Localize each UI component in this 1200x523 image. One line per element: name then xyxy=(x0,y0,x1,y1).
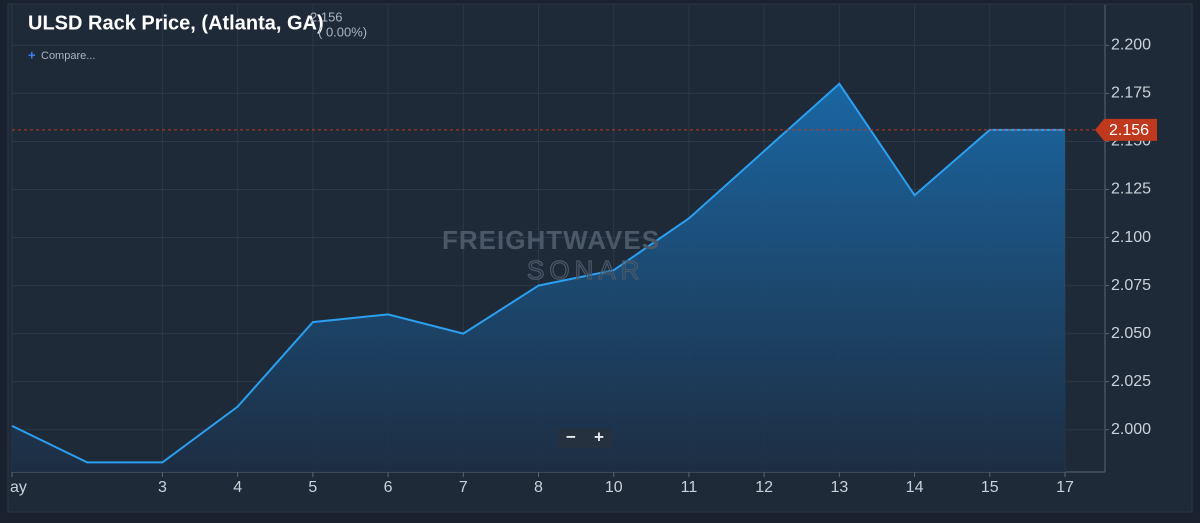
x-tick-label: 7 xyxy=(459,479,468,496)
x-tick-label: 11 xyxy=(681,479,698,496)
area xyxy=(12,83,1065,472)
x-tick-label: 15 xyxy=(981,479,999,496)
x-tick-label: 4 xyxy=(233,479,242,496)
compare-link[interactable]: Compare... xyxy=(41,50,95,62)
watermark: SONAR xyxy=(527,255,644,285)
change: ( 0.00%) xyxy=(318,24,367,39)
x-tick-label: 10 xyxy=(605,479,623,496)
last-value: 2.156 xyxy=(310,9,343,24)
x-tick-label: 17 xyxy=(1056,479,1074,496)
price-tag-label: 2.156 xyxy=(1109,122,1149,139)
zoom-out[interactable]: − xyxy=(566,427,576,446)
watermark: FREIGHTWAVES xyxy=(442,225,660,255)
chart-title: ULSD Rack Price, (Atlanta, GA) xyxy=(28,12,324,34)
x-tick-label: 5 xyxy=(308,479,317,496)
price-tag xyxy=(1095,118,1157,141)
y-tick-label: 2.075 xyxy=(1111,277,1151,294)
y-tick-label: 2.000 xyxy=(1111,421,1151,438)
x-tick-label: 8 xyxy=(534,479,543,496)
y-tick-label: 2.200 xyxy=(1111,37,1151,54)
zoom-in[interactable]: + xyxy=(594,427,604,446)
x-tick-label: 13 xyxy=(830,479,848,496)
y-tick-label: 2.175 xyxy=(1111,85,1151,102)
y-tick-label: 2.125 xyxy=(1111,181,1151,198)
y-tick-label: 2.025 xyxy=(1111,373,1151,390)
x-tick-label: 3 xyxy=(158,479,167,496)
line xyxy=(11,82,1065,464)
y-tick-label: 2.100 xyxy=(1111,229,1151,246)
x-tick-label: 14 xyxy=(906,479,924,496)
zoom-controls xyxy=(558,428,612,448)
x-tick-label: 6 xyxy=(384,479,393,496)
x-tick-label: ay xyxy=(10,479,27,496)
x-tick-label: 12 xyxy=(755,479,773,496)
y-tick-label: 2.050 xyxy=(1111,325,1151,342)
compare-icon[interactable]: + xyxy=(28,47,36,62)
